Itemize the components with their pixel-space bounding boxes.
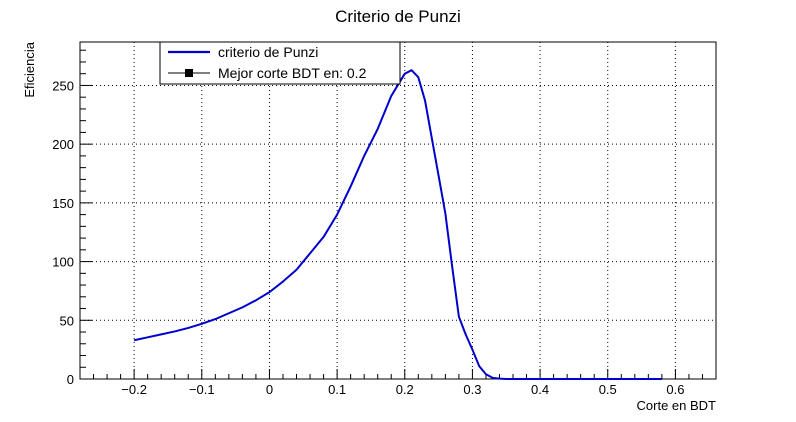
legend-entry-best-cut: Mejor corte BDT en: 0.2 bbox=[218, 65, 367, 81]
chart-title: Criterio de Punzi bbox=[335, 7, 461, 26]
y-axis-label: Eficiencia bbox=[22, 41, 37, 97]
x-tick-label: 0 bbox=[266, 382, 273, 397]
x-axis-label: Corte en BDT bbox=[637, 398, 717, 413]
x-tick-label: 0.2 bbox=[396, 382, 414, 397]
plot-frame bbox=[79, 41, 717, 380]
x-tick-label: 0.5 bbox=[599, 382, 617, 397]
y-tick-label: 150 bbox=[52, 196, 74, 211]
x-tick-label: 0.3 bbox=[463, 382, 481, 397]
y-tick-labels: 0 50 100 150 200 250 bbox=[52, 78, 74, 387]
x-tick-label: 0.6 bbox=[666, 382, 684, 397]
x-tick-label: −0.1 bbox=[189, 382, 215, 397]
grid-lines bbox=[80, 42, 716, 379]
x-tick-label: −0.2 bbox=[121, 382, 147, 397]
y-tick-label: 100 bbox=[52, 255, 74, 270]
legend-marker-square bbox=[185, 69, 193, 77]
series-layer bbox=[133, 69, 662, 380]
y-tick-label: 200 bbox=[52, 137, 74, 152]
x-tick-label: 0.1 bbox=[328, 382, 346, 397]
legend-box bbox=[159, 41, 401, 85]
y-tick-label: 0 bbox=[67, 372, 74, 387]
x-tick-labels: −0.2 −0.1 0 0.1 0.2 0.3 0.4 0.5 0.6 bbox=[121, 382, 684, 397]
y-tick-label: 50 bbox=[60, 313, 74, 328]
x-tick-label: 0.4 bbox=[531, 382, 549, 397]
legend: criterio de Punzi Mejor corte BDT en: 0.… bbox=[159, 41, 401, 85]
legend-entry-series: criterio de Punzi bbox=[218, 44, 318, 60]
y-tick-label: 250 bbox=[52, 78, 74, 93]
series-line bbox=[133, 69, 662, 380]
axis-ticks bbox=[79, 49, 717, 380]
